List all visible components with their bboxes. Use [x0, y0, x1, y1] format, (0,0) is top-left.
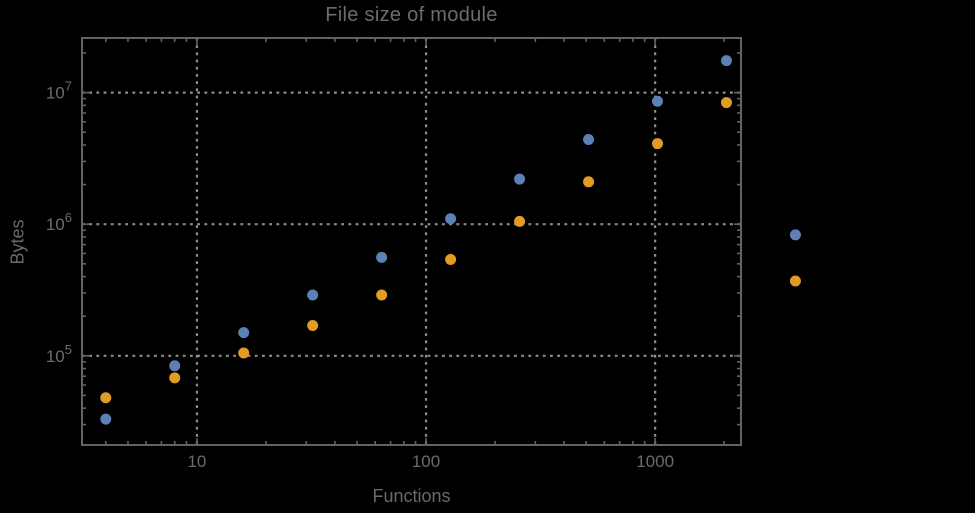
y-tick-label-10e7: 107	[46, 79, 72, 103]
data-point	[652, 138, 664, 150]
blue-series	[100, 55, 801, 425]
data-point	[720, 55, 732, 67]
data-point	[789, 275, 801, 287]
data-point	[445, 253, 457, 265]
data-point	[100, 413, 112, 425]
data-point	[100, 392, 112, 404]
y-tick-label-10e5: 105	[46, 342, 72, 366]
data-point	[445, 213, 457, 225]
x-tick-label-10: 10	[187, 452, 206, 471]
y-tick-label-10e6: 106	[46, 210, 72, 234]
x-axis-label: Functions	[372, 486, 451, 506]
data-point	[652, 95, 664, 107]
chart-title: File size of module	[325, 4, 498, 26]
x-tick-label-100: 100	[412, 452, 440, 471]
tick-labels: 10 100 1000 105 106 107	[46, 79, 674, 471]
data-point	[583, 176, 595, 188]
data-point	[583, 134, 595, 146]
data-point	[307, 289, 319, 301]
data-point	[376, 251, 388, 263]
frame-ticks	[82, 38, 741, 445]
data-point	[169, 372, 181, 384]
data-point	[789, 229, 801, 241]
x-tick-label-1000: 1000	[636, 452, 674, 471]
data-point	[514, 215, 526, 227]
data-point	[720, 97, 732, 109]
data-point	[376, 289, 388, 301]
gridlines	[82, 38, 741, 445]
data-point	[238, 347, 250, 359]
data-point	[169, 360, 181, 372]
orange-series	[100, 97, 801, 404]
data-point	[238, 327, 250, 339]
plot-frame	[81, 37, 742, 446]
data-point	[514, 173, 526, 185]
data-point	[307, 319, 319, 331]
